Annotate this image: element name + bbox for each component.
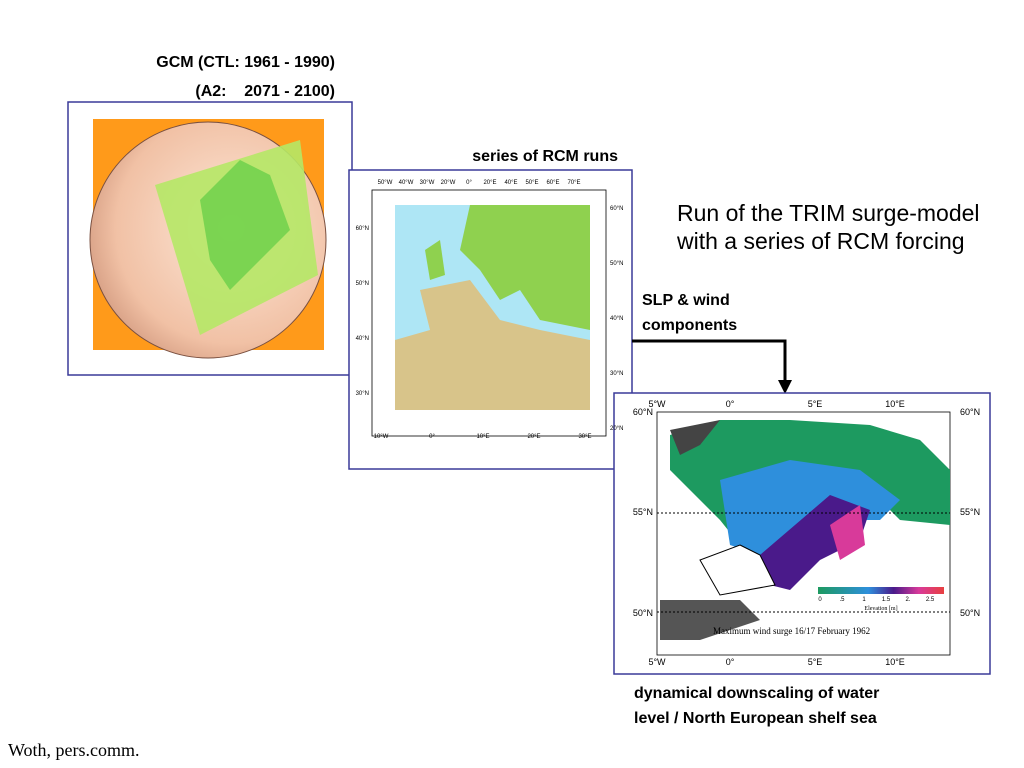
rcm-bottom-label: 10°W xyxy=(374,434,389,440)
uk-land xyxy=(699,544,776,596)
rcm-bottom-label: 10°E xyxy=(476,434,489,440)
legend-tick-label: 2. xyxy=(905,597,910,603)
surge-caption: Maximum wind surge 16/17 February 1962 xyxy=(713,626,870,636)
rcm-right-label: 40°N xyxy=(610,316,623,322)
legend-tick-label: 1 xyxy=(862,597,866,603)
rcm-bottom-label: 30°E xyxy=(578,434,591,440)
lon-label-bottom: 0° xyxy=(726,657,735,667)
europe-land xyxy=(200,160,290,290)
rcm-left-label: 40°N xyxy=(356,336,369,342)
rcm-top-label: 30°W xyxy=(420,180,435,186)
lon-label-top: 5°E xyxy=(808,399,823,409)
rcm-label: series of RCM runs xyxy=(472,148,618,165)
lon-label-top: 10°E xyxy=(885,399,905,409)
forcing-line2: components xyxy=(642,317,737,334)
credit: Woth, pers.comm. xyxy=(8,740,140,760)
rcm-right-label: 20°N xyxy=(610,426,623,432)
rcm-uk xyxy=(425,240,445,280)
rcm-top-label: 50°W xyxy=(378,180,393,186)
lat-label-right: 55°N xyxy=(960,507,980,517)
rcm-top-label: 50°E xyxy=(525,180,538,186)
legend-tick-label: .5 xyxy=(839,597,845,603)
gcm-line1: GCM (CTL: 1961 - 1990) xyxy=(156,54,335,71)
rcm-left-label: 60°N xyxy=(356,226,369,232)
surge-blue xyxy=(720,460,900,555)
rcm-top-label: 20°E xyxy=(483,180,496,186)
title-line2: with a series of RCM forcing xyxy=(676,228,965,254)
rcm-land xyxy=(460,205,590,330)
rcm-right-label: 30°N xyxy=(610,371,623,377)
lon-label-top: 5°W xyxy=(648,399,666,409)
surge-pink xyxy=(830,505,865,560)
lat-label-right: 50°N xyxy=(960,608,980,618)
lon-label-top: 0° xyxy=(726,399,735,409)
rcm-bottom-label: 0° xyxy=(429,434,435,440)
legend-tick-label: 0 xyxy=(818,597,822,603)
lat-label-left: 50°N xyxy=(633,608,653,618)
legend-tick-label: 1.5 xyxy=(882,597,891,603)
arrow xyxy=(632,339,787,382)
lat-label-left: 60°N xyxy=(633,407,653,417)
caption-line1: dynamical downscaling of water xyxy=(634,685,879,702)
lat-label-left: 55°N xyxy=(633,507,653,517)
rcm-bottom-label: 20°E xyxy=(527,434,540,440)
rcm-left-label: 30°N xyxy=(356,391,369,397)
rcm-left-label: 50°N xyxy=(356,281,369,287)
surge-land-n xyxy=(670,420,720,455)
forcing-line1: SLP & wind xyxy=(642,292,730,309)
rcm-top-label: 40°E xyxy=(504,180,517,186)
legend-bar xyxy=(818,587,944,594)
lon-label-bottom: 5°E xyxy=(808,657,823,667)
legend-tick-label: 2.5 xyxy=(926,597,935,603)
rcm-south-land xyxy=(395,280,590,410)
lat-label-right: 60°N xyxy=(960,407,980,417)
rcm-right-label: 50°N xyxy=(610,261,623,267)
caption-line2: level / North European shelf sea xyxy=(634,710,877,727)
title-line1: Run of the TRIM surge-model xyxy=(677,200,980,226)
arrow-head xyxy=(778,380,792,394)
rcm-top-label: 0° xyxy=(466,180,472,186)
gcm-line2: (A2: 2071 - 2100) xyxy=(195,83,335,100)
surge-land-s xyxy=(660,600,760,640)
rcm-top-label: 20°W xyxy=(441,180,456,186)
rcm-top-label: 70°E xyxy=(567,180,580,186)
lon-label-bottom: 5°W xyxy=(648,657,666,667)
rcm-top-label: 40°W xyxy=(399,180,414,186)
legend-title: Elevation [m] xyxy=(864,606,897,612)
lon-label-bottom: 10°E xyxy=(885,657,905,667)
rcm-top-label: 60°E xyxy=(546,180,559,186)
rcm-right-label: 60°N xyxy=(610,206,623,212)
